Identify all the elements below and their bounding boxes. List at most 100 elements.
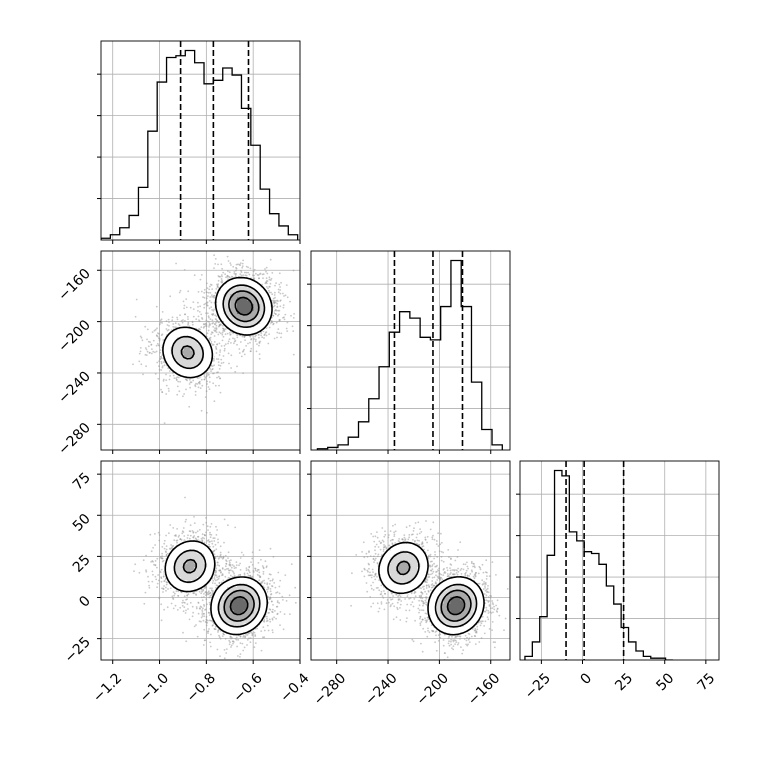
sample-point — [258, 336, 260, 339]
sample-point — [165, 384, 168, 387]
sample-point — [188, 383, 191, 385]
sample-point — [256, 343, 258, 345]
sample-point — [188, 378, 191, 381]
sample-point — [282, 306, 285, 309]
density-cell — [193, 343, 198, 348]
density-cell — [197, 357, 201, 361]
sample-point — [160, 362, 163, 365]
density-cell — [177, 353, 181, 358]
sample-point — [208, 324, 211, 326]
sample-point — [265, 281, 267, 284]
sample-point — [172, 374, 175, 377]
sample-point — [224, 637, 227, 640]
density-cell — [183, 370, 188, 375]
sample-point — [182, 527, 185, 529]
sample-point — [149, 341, 152, 343]
sample-point — [166, 606, 169, 609]
sample-point — [168, 547, 171, 550]
sample-point — [195, 607, 198, 610]
sample-point — [191, 605, 194, 608]
sample-point — [161, 546, 164, 548]
sample-point — [159, 358, 162, 360]
density-cell — [250, 290, 254, 295]
sample-point — [177, 376, 180, 379]
density-cell — [230, 323, 235, 328]
density-cell — [253, 284, 258, 288]
sample-point — [243, 353, 246, 356]
density-cell — [180, 333, 185, 338]
sample-point — [205, 624, 208, 627]
sample-point — [212, 545, 215, 548]
sample-point — [205, 319, 208, 322]
density-cell — [167, 343, 172, 348]
sample-point — [197, 306, 199, 308]
sample-point — [234, 370, 237, 373]
sample-point — [175, 377, 178, 379]
sample-point — [261, 336, 264, 339]
sample-point — [213, 364, 216, 367]
sample-point — [210, 306, 213, 308]
sample-point — [176, 385, 179, 388]
sample-point — [294, 601, 297, 604]
sample-point — [226, 255, 229, 258]
sample-point — [235, 272, 237, 275]
sample-point — [156, 586, 159, 589]
sample-point — [277, 300, 279, 303]
density-cell — [203, 360, 208, 365]
density-cell — [203, 353, 208, 358]
sample-point — [228, 643, 231, 646]
density-cell — [187, 337, 191, 341]
contour-line — [162, 276, 273, 379]
sample-point — [213, 267, 215, 269]
sample-point — [292, 269, 295, 272]
sample-point — [151, 331, 154, 333]
sample-point — [214, 263, 217, 265]
density-cell — [220, 300, 225, 305]
sample-point — [156, 335, 159, 338]
sample-point — [215, 328, 218, 330]
sample-point — [217, 577, 220, 580]
density-cell — [243, 304, 248, 308]
sample-point — [197, 535, 199, 538]
sample-point — [224, 568, 227, 571]
sample-point — [220, 362, 223, 364]
density-cell — [170, 357, 175, 361]
sample-point — [188, 530, 191, 532]
sample-point — [165, 379, 168, 381]
sample-point — [190, 381, 193, 384]
density-cell — [233, 297, 238, 302]
density-cell — [227, 314, 231, 318]
density-cell — [223, 304, 228, 308]
sample-point — [151, 560, 154, 562]
sample-point — [282, 628, 285, 631]
sample-point — [216, 576, 219, 578]
sample-point — [205, 291, 208, 293]
sample-point — [279, 579, 282, 582]
density-cell — [246, 287, 251, 292]
sample-point — [221, 281, 224, 283]
sample-point — [224, 273, 227, 276]
sample-point — [252, 274, 254, 277]
sample-point — [206, 593, 208, 596]
density-cell — [173, 343, 178, 348]
sample-point — [185, 609, 187, 612]
sample-point — [202, 296, 204, 298]
sample-point — [208, 326, 210, 328]
density-cell — [177, 343, 181, 348]
sample-point — [171, 595, 174, 598]
sample-point — [211, 331, 213, 334]
sample-point — [262, 626, 265, 628]
density-cell — [197, 353, 201, 358]
density-cell — [256, 327, 261, 331]
sample-point — [241, 265, 244, 267]
density-cell — [173, 353, 178, 358]
sample-point — [215, 331, 218, 334]
sample-point — [161, 322, 164, 324]
sample-point — [209, 296, 212, 298]
sample-point — [214, 557, 217, 559]
sample-point — [174, 604, 177, 607]
sample-point — [186, 594, 189, 597]
density-cell — [243, 300, 248, 305]
sample-point — [234, 526, 237, 529]
sample-point — [248, 637, 250, 640]
